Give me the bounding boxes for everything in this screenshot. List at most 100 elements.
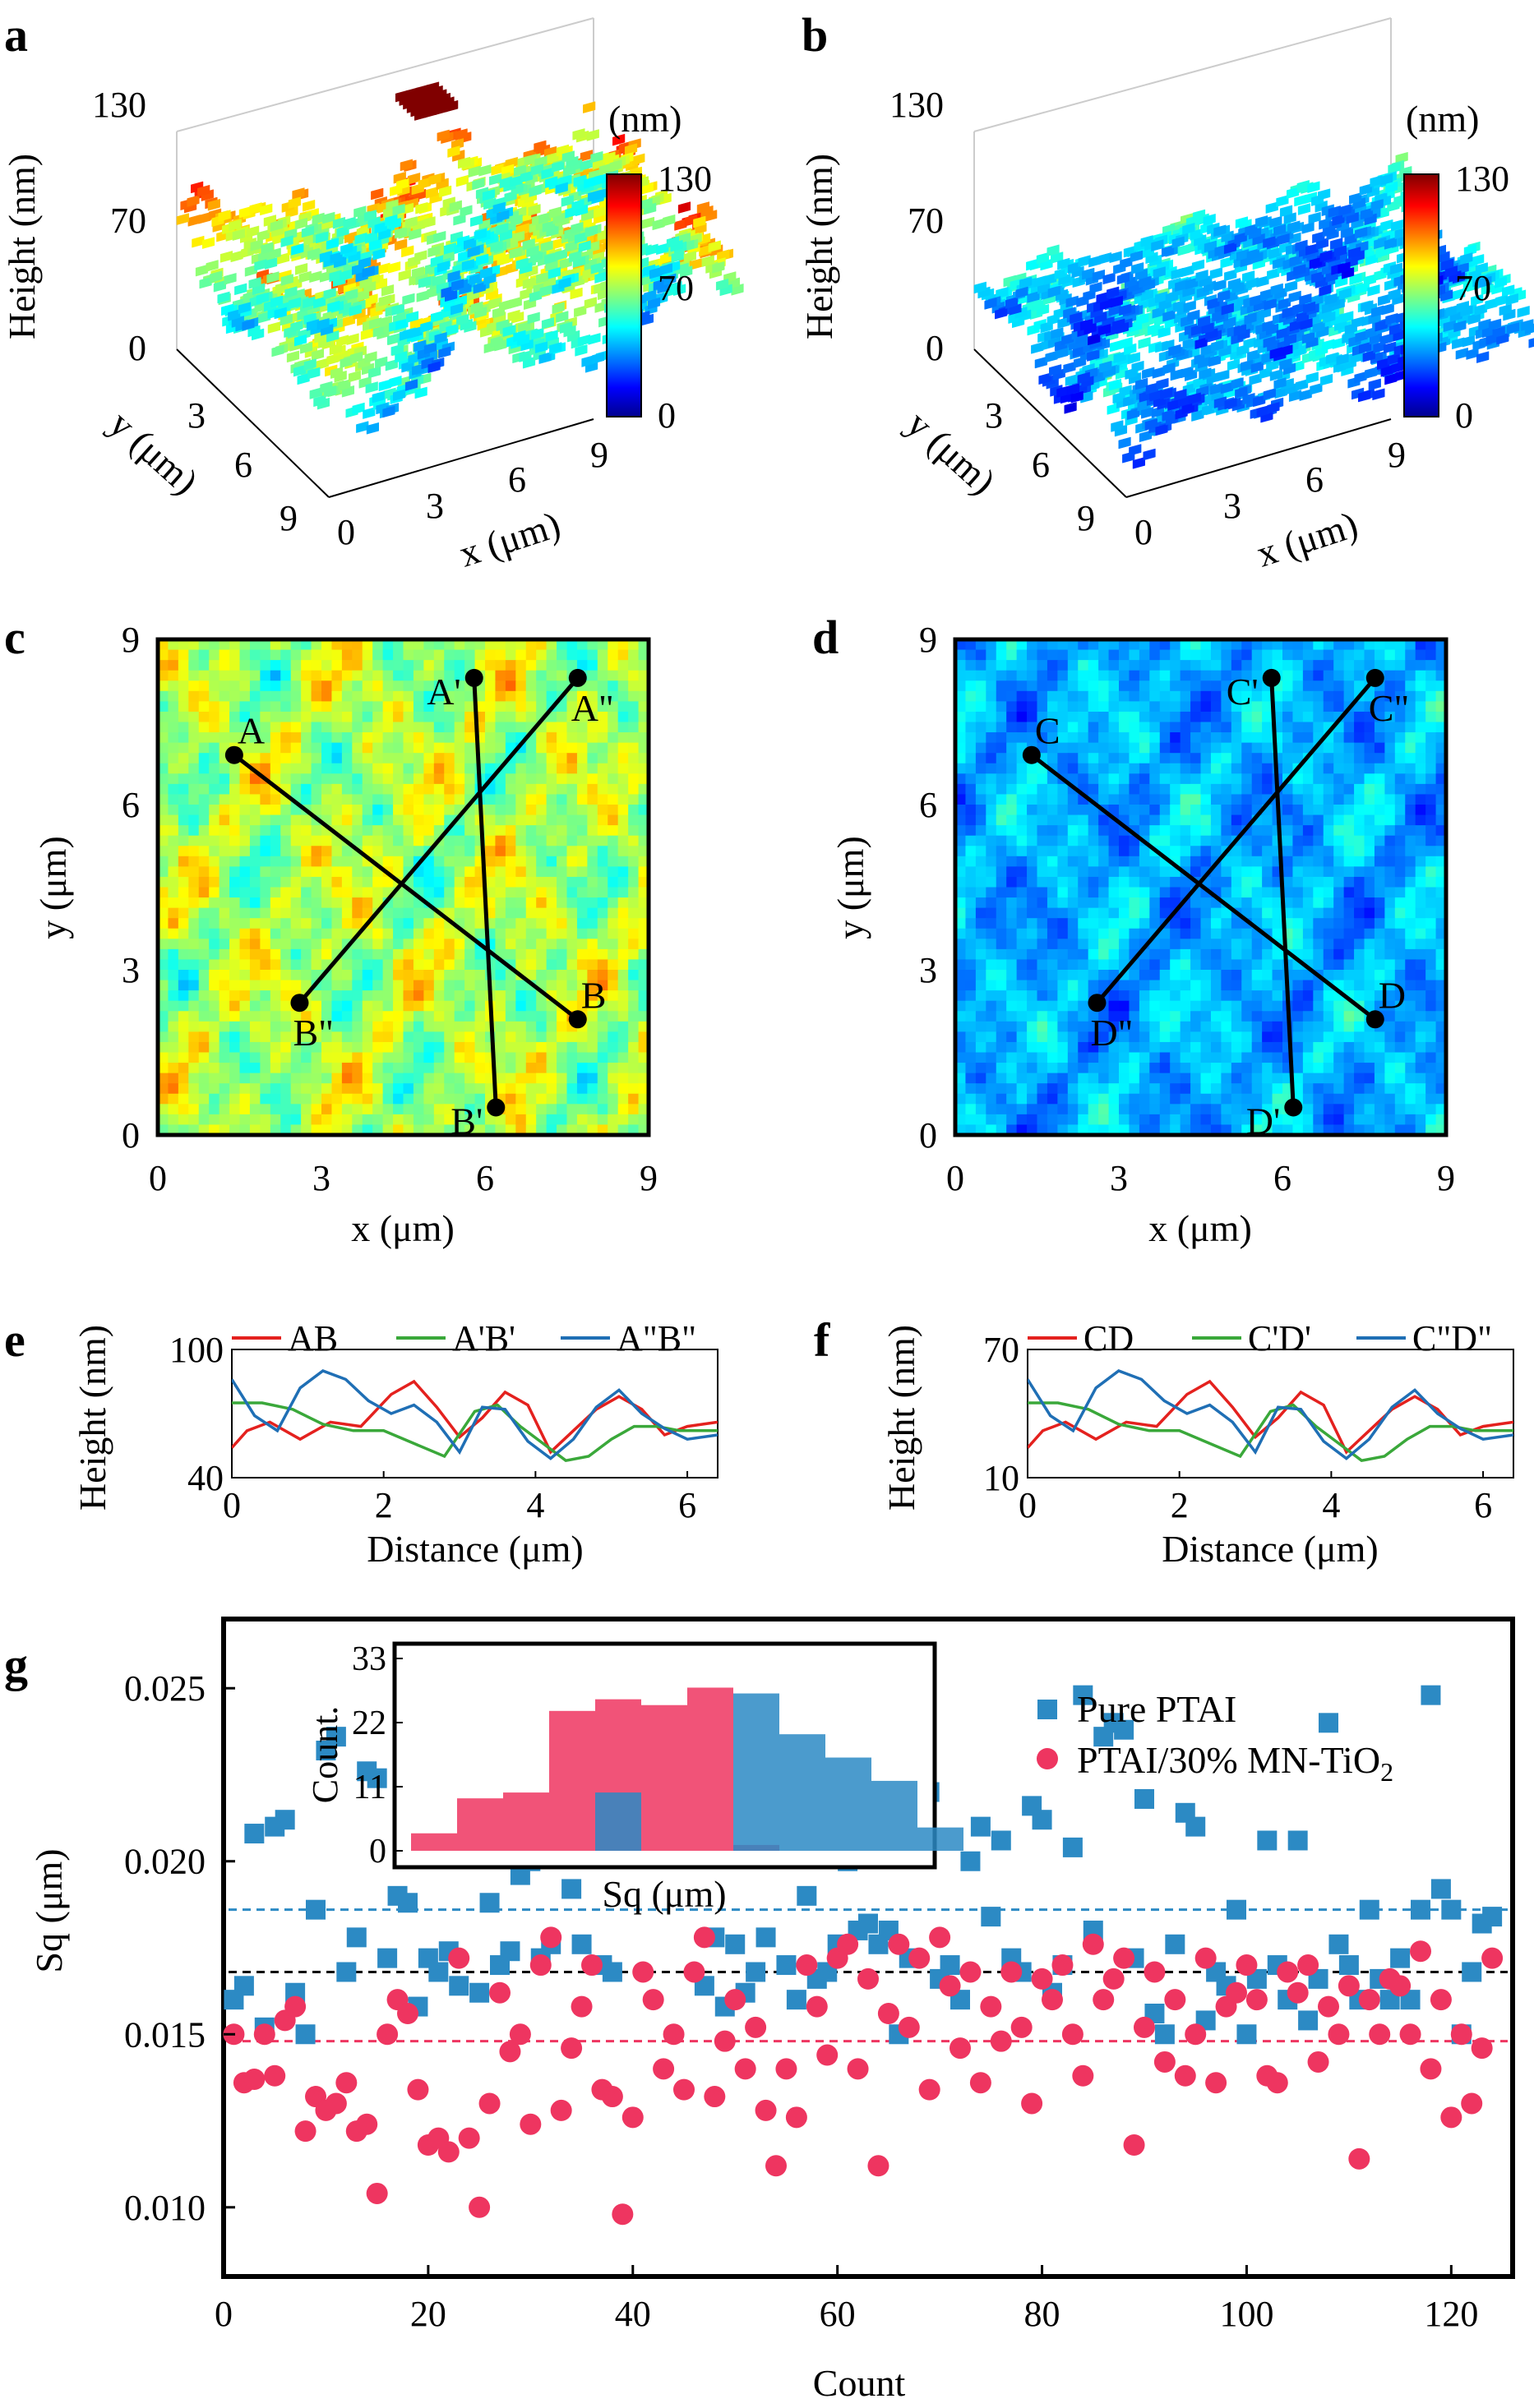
heatmap-cell	[372, 805, 384, 816]
heatmap-cell	[393, 732, 404, 744]
heatmap-cell	[557, 805, 568, 816]
heatmap-cell	[198, 660, 210, 671]
heatmap-cell	[229, 1000, 241, 1012]
heatmap-cell	[454, 970, 465, 981]
heatmap-cell	[260, 887, 271, 898]
heatmap-cell	[515, 907, 527, 919]
heatmap-cell	[260, 690, 271, 702]
heatmap-cell	[597, 939, 608, 950]
heatmap-cell	[280, 948, 292, 961]
heatmap-cell	[393, 660, 404, 671]
heatmap-cell	[382, 783, 394, 796]
surface-facet	[574, 305, 587, 318]
heatmap-cell	[311, 794, 322, 805]
heatmap-cell	[505, 928, 516, 939]
heatmap-cell	[239, 897, 251, 909]
heatmap-cell	[249, 690, 261, 702]
heatmap-cell	[546, 773, 557, 785]
heatmap-cell	[525, 939, 537, 950]
heatmap-cell	[168, 856, 179, 867]
heatmap-cell	[301, 773, 312, 785]
heatmap-cell	[178, 742, 189, 754]
heatmap-cell	[280, 680, 292, 692]
heatmap-cell	[362, 783, 373, 796]
heatmap-cell	[239, 846, 251, 857]
heatmap-cell	[270, 948, 281, 961]
heatmap-cell	[557, 980, 568, 991]
heatmap-cell	[178, 990, 189, 1002]
heatmap-cell	[413, 732, 424, 744]
heatmap-cell	[536, 680, 548, 692]
heatmap-cell	[628, 814, 640, 826]
heatmap-cell	[188, 939, 200, 950]
heatmap-cell	[372, 732, 384, 744]
heatmap-cell	[270, 876, 281, 888]
heatmap-cell	[608, 897, 619, 909]
surface-facet	[717, 249, 730, 262]
heatmap-cell	[566, 763, 578, 774]
heatmap-cell	[260, 856, 271, 867]
heatmap-cell	[209, 846, 220, 857]
heatmap-cell	[290, 907, 302, 919]
heatmap-cell	[239, 1011, 251, 1022]
heatmap-cell	[393, 649, 404, 661]
heatmap-cell	[557, 846, 568, 857]
surface-facet	[647, 297, 661, 310]
heatmap-cell	[209, 856, 220, 867]
heatmap-cell	[178, 948, 189, 961]
heatmap-cell	[372, 680, 384, 692]
heatmap-cell	[301, 846, 312, 857]
heatmap-cell	[301, 753, 312, 764]
heatmap-cell	[515, 649, 527, 661]
heatmap-cell	[444, 763, 455, 774]
heatmap-cell	[566, 773, 578, 785]
heatmap-cell	[311, 918, 322, 930]
heatmap-cell	[290, 970, 302, 981]
heatmap-cell	[617, 970, 629, 981]
heatmap-cell	[382, 794, 394, 805]
heatmap-cell	[209, 939, 220, 950]
heatmap-cell	[198, 897, 210, 909]
heatmap-cell	[608, 959, 619, 971]
heatmap-cell	[403, 753, 414, 764]
heatmap-cell	[188, 783, 200, 796]
surface-facet	[297, 372, 310, 385]
heatmap-cell	[331, 670, 343, 681]
heatmap-cell	[597, 805, 608, 816]
heatmap-cell	[413, 907, 424, 919]
x-tick-a-3: 3	[426, 486, 444, 526]
heatmap-cell	[168, 680, 179, 692]
heatmap-cell	[260, 876, 271, 888]
heatmap-cell	[628, 835, 640, 846]
surface-facet	[1297, 203, 1311, 215]
heatmap-cell	[393, 711, 404, 723]
heatmap-cell	[188, 660, 200, 671]
heatmap-cell	[536, 835, 548, 846]
surface-facet	[389, 376, 402, 388]
heatmap-cell	[301, 649, 312, 661]
heatmap-cell	[362, 866, 373, 878]
heatmap-cell	[372, 948, 384, 961]
heatmap-cell	[249, 814, 261, 826]
heatmap-cell	[464, 783, 476, 796]
heatmap-cell	[505, 783, 516, 796]
heatmap-cell	[280, 670, 292, 681]
heatmap-cell	[617, 711, 629, 723]
heatmap-cell	[423, 722, 435, 733]
heatmap-cell	[352, 856, 363, 867]
heatmap-cell	[341, 970, 353, 981]
heatmap-cell	[617, 649, 629, 661]
heatmap-cell	[280, 939, 292, 950]
heatmap-cell	[382, 753, 394, 764]
heatmap-cell	[362, 805, 373, 816]
heatmap-cell	[372, 753, 384, 764]
heatmap-cell	[229, 876, 241, 888]
heatmap-cell	[362, 990, 373, 1002]
heatmap-cell	[433, 773, 445, 785]
heatmap-cell	[270, 856, 281, 867]
heatmap-cell	[311, 773, 322, 785]
heatmap-cell	[219, 805, 230, 816]
heatmap-cell	[608, 980, 619, 991]
heatmap-cell	[464, 970, 476, 981]
heatmap-cell	[362, 763, 373, 774]
